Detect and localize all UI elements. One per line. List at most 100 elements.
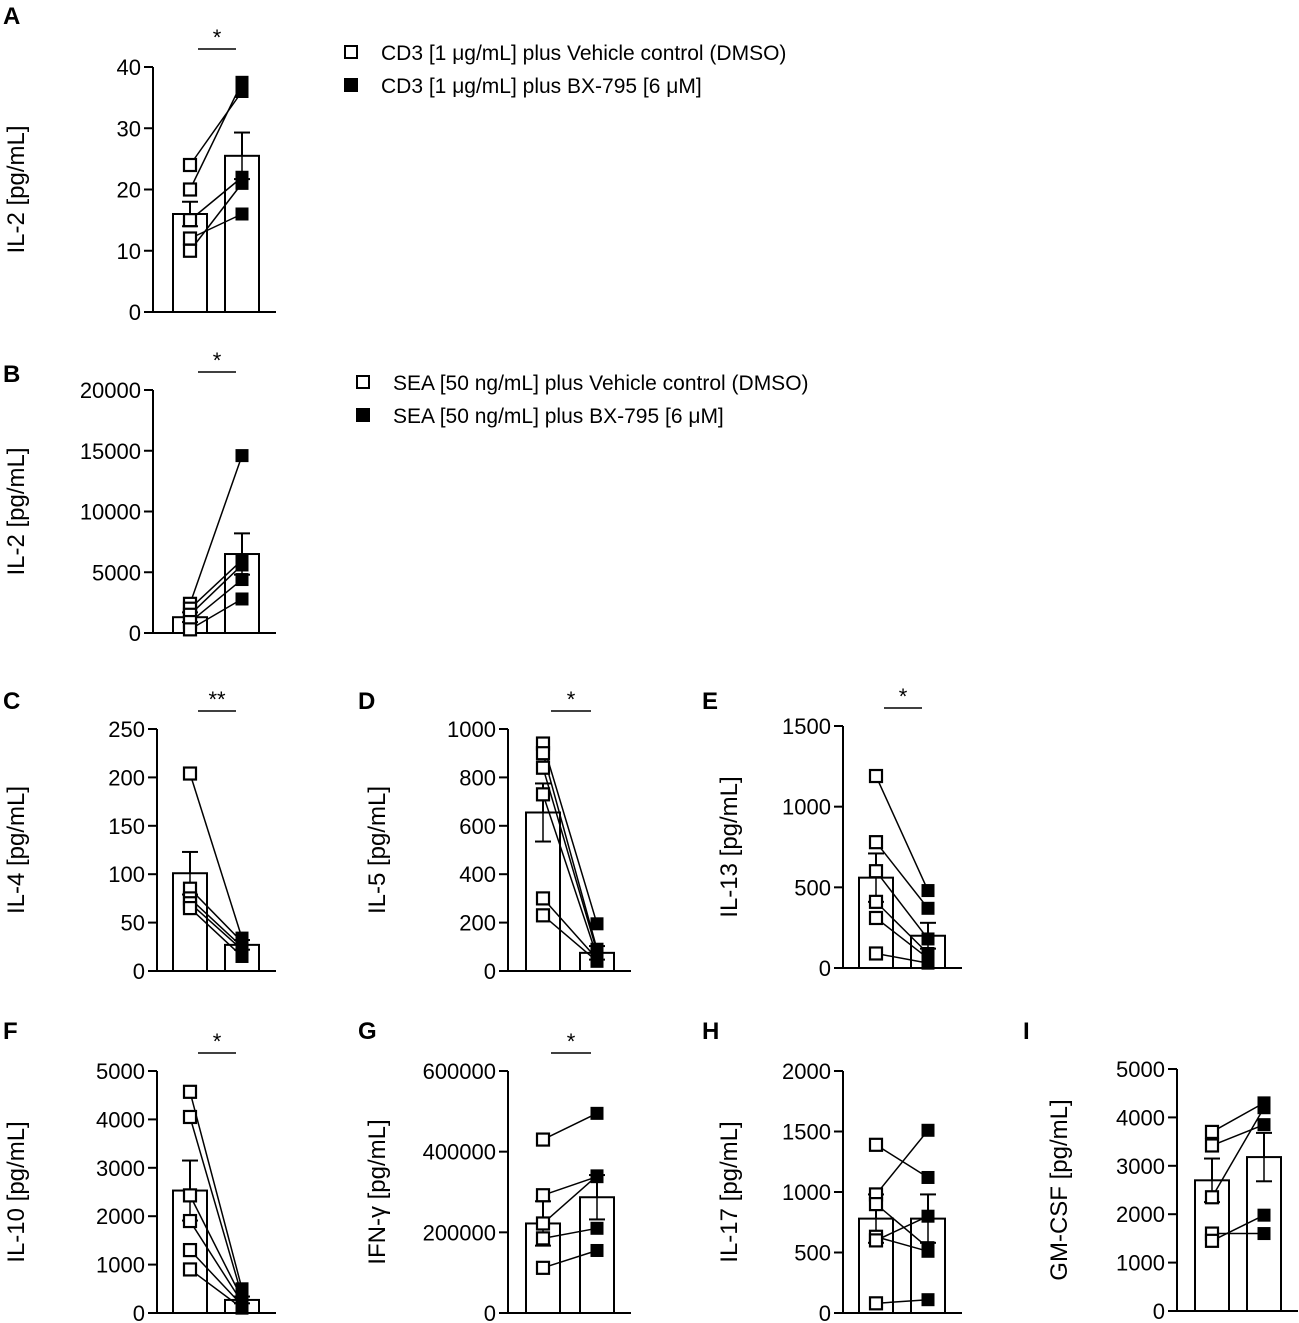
panel-f: F 0 1000 2000 3000 4000 5000 IL-10 [pg/mL] * — [3, 1018, 276, 1323]
y-tick-label: 4000 — [1116, 1105, 1165, 1130]
data-point-filled-square — [235, 592, 249, 606]
paired-line — [189, 455, 243, 605]
y-axis-title: IFN-γ [pg/mL] — [364, 1119, 391, 1264]
y-tick-label: 15000 — [80, 439, 141, 464]
panel-letter: H — [702, 1018, 719, 1045]
paired-line — [189, 1268, 243, 1309]
data-point-filled-square — [921, 1170, 935, 1184]
data-point-open-square — [535, 891, 551, 906]
data-point-open-square — [182, 1262, 198, 1277]
y-tick-label: 40 — [117, 55, 141, 80]
y-tick-label: 250 — [108, 717, 145, 742]
y-tick-label: 0 — [133, 1301, 145, 1323]
y-tick-label: 0 — [484, 1301, 496, 1323]
paired-line — [189, 578, 243, 623]
data-point-filled-square — [921, 1209, 935, 1223]
data-point-open-square — [1204, 1233, 1220, 1248]
legend-open-square-icon — [344, 45, 358, 59]
data-point-filled-square — [1257, 1227, 1271, 1241]
data-point-filled-square — [921, 956, 935, 970]
panel-letter: A — [3, 3, 20, 30]
data-point-filled-square — [921, 1123, 935, 1137]
y-axis-title: IL-4 [pg/mL] — [3, 786, 30, 914]
data-point-open-square — [182, 622, 198, 637]
data-point-open-square — [868, 894, 884, 909]
y-tick-label: 5000 — [92, 560, 141, 585]
data-point-filled-square — [921, 901, 935, 915]
paired-line — [189, 91, 243, 166]
paired-line — [875, 1298, 929, 1305]
y-axis-title: IL-10 [pg/mL] — [3, 1121, 30, 1262]
paired-line — [875, 1144, 929, 1179]
paired-line — [189, 598, 243, 631]
y-tick-label: 1000 — [96, 1253, 145, 1278]
paired-line — [542, 1249, 598, 1269]
data-point-open-square — [182, 1213, 198, 1229]
data-point-open-square — [182, 1084, 198, 1099]
data-point-open-square — [182, 231, 198, 246]
y-tick-label: 1000 — [782, 1180, 831, 1205]
paired-line — [1211, 1107, 1265, 1198]
y-tick-label: 2000 — [1116, 1202, 1165, 1227]
y-axis-title: IL-17 [pg/mL] — [716, 1121, 743, 1262]
paired-line — [875, 1215, 929, 1242]
y-tick-label: 200000 — [423, 1220, 496, 1245]
y-tick-label: 4000 — [96, 1107, 145, 1132]
panel-e: E 0 500 1000 1500 IL-13 [pg/mL] * — [702, 684, 962, 981]
significance-marker: ** — [208, 687, 226, 712]
paired-line — [875, 870, 929, 940]
paired-line — [542, 743, 598, 925]
y-tick-label: 1000 — [782, 795, 831, 820]
paired-line — [875, 1236, 929, 1253]
paired-line — [542, 897, 598, 960]
y-tick-label: 1500 — [782, 1120, 831, 1145]
panel-letter: B — [3, 361, 20, 388]
y-tick-label: 5000 — [96, 1059, 145, 1084]
legend-panel-a: CD3 [1 μg/mL] plus Vehicle control (DMSO… — [344, 42, 786, 98]
data-point-filled-square — [235, 449, 249, 463]
legend-filled-square-icon — [344, 78, 358, 92]
data-point-filled-square — [590, 1243, 604, 1257]
y-tick-label: 400000 — [423, 1140, 496, 1165]
y-axis-title: IL-5 [pg/mL] — [364, 786, 391, 914]
data-point-open-square — [182, 243, 198, 258]
data-point-open-square — [1204, 1124, 1220, 1140]
y-tick-label: 600000 — [423, 1059, 496, 1084]
y-tick-label: 0 — [129, 300, 141, 325]
paired-line — [189, 897, 243, 948]
y-tick-label: 50 — [121, 911, 145, 936]
panel-i: I 0 1000 2000 3000 4000 5000 GM-CSF [pg/mL] — [1023, 1018, 1298, 1323]
panel-letter: E — [702, 688, 718, 715]
panel-a: A 0 10 20 30 40 IL-2 [pg/mL] * — [3, 3, 276, 325]
data-point-filled-square — [921, 884, 935, 898]
y-tick-label: 2000 — [782, 1059, 831, 1084]
data-point-filled-square — [235, 558, 249, 572]
significance-marker: * — [567, 1029, 576, 1054]
y-tick-label: 0 — [484, 959, 496, 984]
data-point-filled-square — [921, 1244, 935, 1258]
y-tick-label: 600 — [459, 814, 496, 839]
data-point-filled-square — [235, 207, 249, 221]
paired-line — [542, 914, 598, 962]
paired-line — [189, 1116, 243, 1297]
panel-g: G 0 200000 400000 600000 IFN-γ [pg/mL] * — [358, 1018, 631, 1323]
paired-line — [542, 1175, 598, 1225]
panel-letter: I — [1023, 1018, 1030, 1045]
paired-line — [875, 1203, 929, 1249]
y-tick-label: 0 — [129, 621, 141, 646]
panel-c: C 0 50 100 150 200 250 IL-4 [pg/mL] ** — [3, 687, 276, 984]
y-tick-label: 30 — [117, 116, 141, 141]
paired-line — [189, 213, 243, 240]
paired-line — [189, 1220, 243, 1303]
y-tick-label: 5000 — [1116, 1057, 1165, 1082]
panel-letter: F — [3, 1018, 18, 1045]
legend-panel-b: SEA [50 ng/mL] plus Vehicle control (DMS… — [356, 372, 809, 428]
data-point-open-square — [868, 1137, 884, 1152]
data-point-open-square — [535, 1231, 551, 1246]
paired-line — [542, 767, 598, 952]
y-tick-label: 2000 — [96, 1204, 145, 1229]
data-point-filled-square — [590, 917, 604, 931]
data-point-open-square — [182, 182, 198, 197]
paired-line — [542, 1112, 598, 1141]
